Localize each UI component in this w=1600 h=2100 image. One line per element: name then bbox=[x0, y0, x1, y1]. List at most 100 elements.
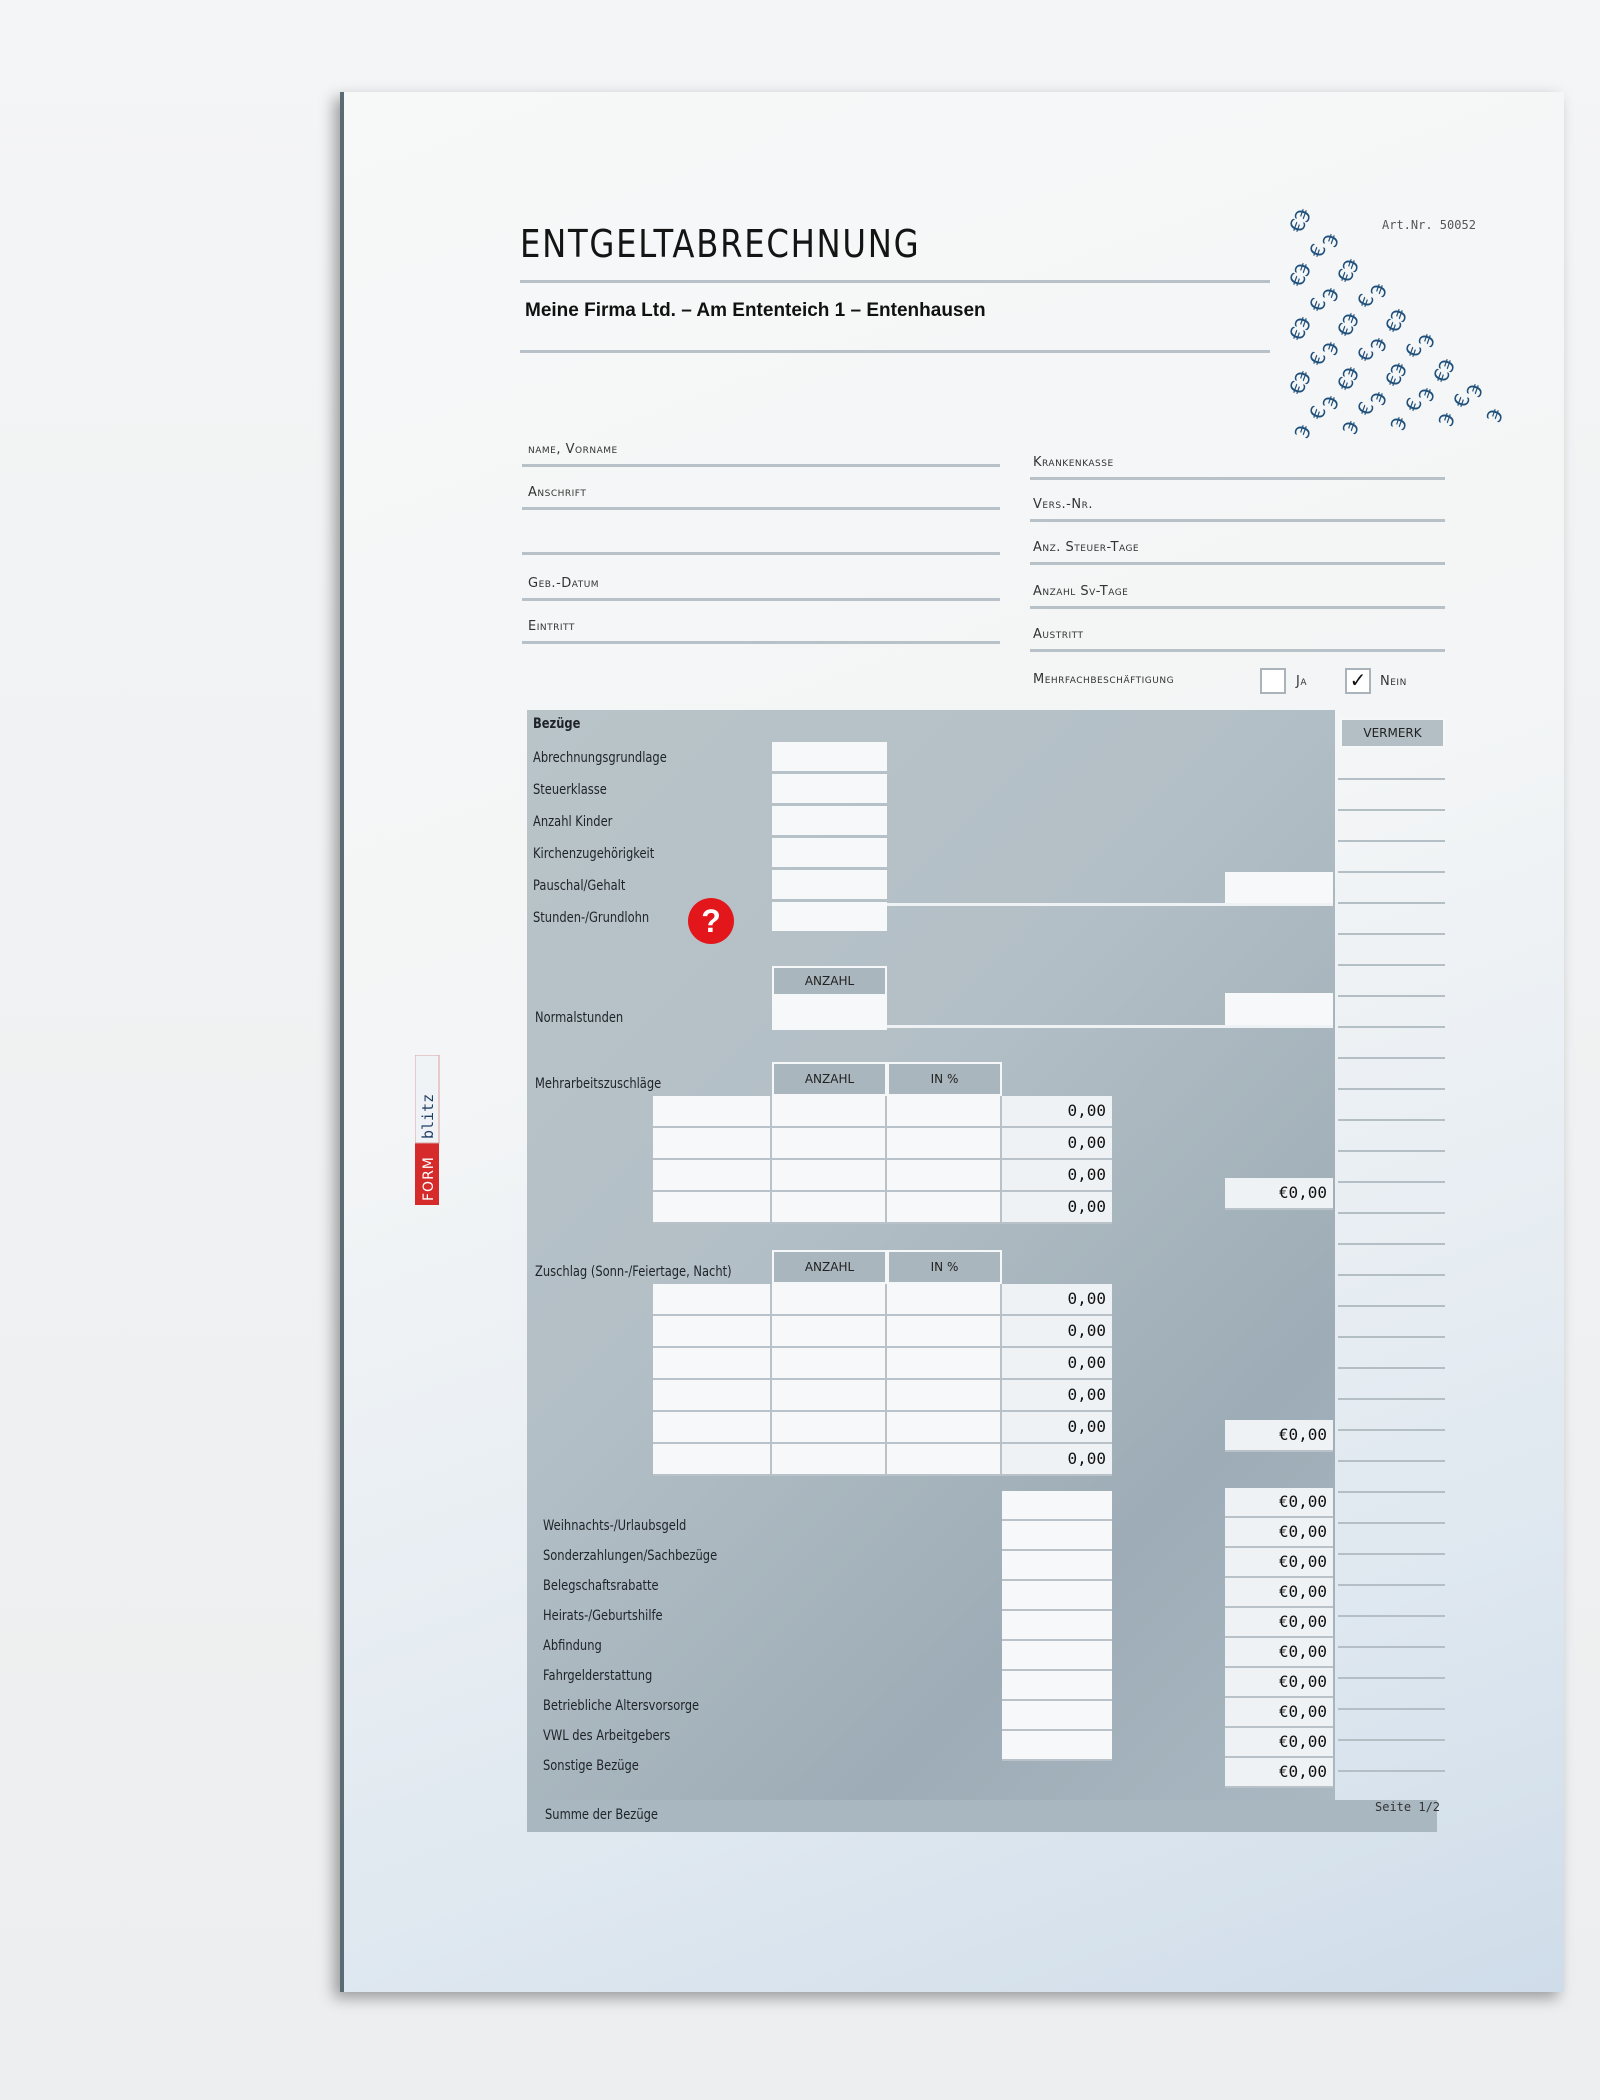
mehrarbeit-percent-input[interactable] bbox=[887, 1160, 1002, 1192]
field-input-line[interactable] bbox=[1030, 649, 1445, 652]
vermerk-row-line[interactable] bbox=[1338, 1119, 1445, 1121]
basis-input[interactable] bbox=[772, 838, 887, 867]
vermerk-row-line[interactable] bbox=[1338, 871, 1445, 873]
mehrarbeit-percent-input[interactable] bbox=[887, 1128, 1002, 1160]
vermerk-row-line[interactable] bbox=[1338, 1088, 1445, 1090]
sonstige-amount: €0,00 bbox=[1225, 1608, 1333, 1638]
nein-checkbox[interactable]: ✓ bbox=[1345, 668, 1371, 694]
vermerk-row-line[interactable] bbox=[1338, 1708, 1445, 1710]
field-input-line[interactable] bbox=[1030, 477, 1445, 480]
zuschlag-anzahl-input[interactable] bbox=[772, 1380, 887, 1412]
mehrarbeit-row-amount: 0,00 bbox=[1002, 1160, 1112, 1192]
vermerk-row-line[interactable] bbox=[1338, 1646, 1445, 1648]
basis-input[interactable] bbox=[772, 806, 887, 835]
zuschlag-percent-input[interactable] bbox=[887, 1444, 1002, 1476]
zuschlag-anzahl-input[interactable] bbox=[772, 1444, 887, 1476]
zuschlag-anzahl-input[interactable] bbox=[772, 1348, 887, 1380]
vermerk-row-line[interactable] bbox=[1338, 1429, 1445, 1431]
vermerk-row-line[interactable] bbox=[1338, 1026, 1445, 1028]
row-label: Kirchenzugehörigkeit bbox=[533, 846, 655, 862]
field-input-line[interactable] bbox=[1030, 519, 1445, 522]
ja-checkbox[interactable] bbox=[1260, 668, 1286, 694]
vermerk-row-line[interactable] bbox=[1338, 1584, 1445, 1586]
vermerk-row-line[interactable] bbox=[1338, 809, 1445, 811]
mehrarbeit-anzahl-input[interactable] bbox=[772, 1128, 887, 1160]
row-label: Steuerklasse bbox=[533, 782, 607, 798]
sonstige-input[interactable] bbox=[1002, 1701, 1112, 1731]
zuschlag-type-input[interactable] bbox=[653, 1348, 772, 1380]
mehrarbeit-anzahl-input[interactable] bbox=[772, 1096, 887, 1128]
pauschal-amount-field[interactable] bbox=[1225, 872, 1333, 903]
zuschlag-type-input[interactable] bbox=[653, 1284, 772, 1316]
divider bbox=[887, 1025, 1333, 1028]
vermerk-row-line[interactable] bbox=[1338, 1739, 1445, 1741]
normalstunden-amount-field[interactable] bbox=[1225, 993, 1333, 1025]
vermerk-row-line[interactable] bbox=[1338, 1522, 1445, 1524]
basis-input[interactable] bbox=[772, 902, 887, 931]
vermerk-row-line[interactable] bbox=[1338, 1398, 1445, 1400]
field-input-line[interactable] bbox=[1030, 562, 1445, 565]
sonstige-input[interactable] bbox=[1002, 1611, 1112, 1641]
vermerk-row-line[interactable] bbox=[1338, 1150, 1445, 1152]
mehrarbeit-anzahl-input[interactable] bbox=[772, 1192, 887, 1224]
vermerk-row-line[interactable] bbox=[1338, 1274, 1445, 1276]
mehrarbeit-percent-input[interactable] bbox=[887, 1096, 1002, 1128]
zuschlag-percent-input[interactable] bbox=[887, 1380, 1002, 1412]
vermerk-row-line[interactable] bbox=[1338, 1336, 1445, 1338]
help-question-icon[interactable]: ? bbox=[688, 898, 734, 944]
sonstige-input[interactable] bbox=[1002, 1551, 1112, 1581]
vermerk-row-line[interactable] bbox=[1338, 840, 1445, 842]
sonstige-input[interactable] bbox=[1002, 1671, 1112, 1701]
zuschlag-percent-input[interactable] bbox=[887, 1284, 1002, 1316]
basis-input[interactable] bbox=[772, 742, 887, 771]
sonstige-input[interactable] bbox=[1002, 1731, 1112, 1761]
vermerk-row-line[interactable] bbox=[1338, 1181, 1445, 1183]
vermerk-row-line[interactable] bbox=[1338, 1770, 1445, 1772]
vermerk-row-line[interactable] bbox=[1338, 1367, 1445, 1369]
zuschlag-percent-input[interactable] bbox=[887, 1412, 1002, 1444]
sonstige-input[interactable] bbox=[1002, 1491, 1112, 1521]
normalstunden-anzahl-input[interactable] bbox=[772, 996, 887, 1030]
mehrarbeit-type-input[interactable] bbox=[653, 1128, 772, 1160]
vermerk-row-line[interactable] bbox=[1338, 778, 1445, 780]
mehrarbeit-type-input[interactable] bbox=[653, 1160, 772, 1192]
zuschlag-type-input[interactable] bbox=[653, 1444, 772, 1476]
vermerk-row-line[interactable] bbox=[1338, 1460, 1445, 1462]
field-input-line[interactable] bbox=[522, 507, 1000, 510]
vermerk-row-line[interactable] bbox=[1338, 1212, 1445, 1214]
basis-input[interactable] bbox=[772, 774, 887, 803]
vermerk-row-line[interactable] bbox=[1338, 1677, 1445, 1679]
vermerk-row-line[interactable] bbox=[1338, 1243, 1445, 1245]
field-input-line[interactable] bbox=[522, 464, 1000, 467]
vermerk-row-line[interactable] bbox=[1338, 1553, 1445, 1555]
vermerk-row-line[interactable] bbox=[1338, 1305, 1445, 1307]
vermerk-row-line[interactable] bbox=[1338, 1057, 1445, 1059]
zuschlag-anzahl-input[interactable] bbox=[772, 1316, 887, 1348]
zuschlag-type-input[interactable] bbox=[653, 1412, 772, 1444]
mehrarbeit-type-input[interactable] bbox=[653, 1096, 772, 1128]
vermerk-row-line[interactable] bbox=[1338, 902, 1445, 904]
vermerk-row-line[interactable] bbox=[1338, 1615, 1445, 1617]
basis-input[interactable] bbox=[772, 870, 887, 899]
zuschlag-anzahl-input[interactable] bbox=[772, 1412, 887, 1444]
mehrarbeit-percent-input[interactable] bbox=[887, 1192, 1002, 1224]
field-input-line[interactable] bbox=[522, 552, 1000, 555]
zuschlag-type-input[interactable] bbox=[653, 1380, 772, 1412]
field-input-line[interactable] bbox=[1030, 606, 1445, 609]
vermerk-row-line[interactable] bbox=[1338, 995, 1445, 997]
mehrarbeit-type-input[interactable] bbox=[653, 1192, 772, 1224]
zuschlag-percent-input[interactable] bbox=[887, 1348, 1002, 1380]
euro-symbol: € bbox=[1481, 405, 1508, 425]
sonstige-input[interactable] bbox=[1002, 1581, 1112, 1611]
field-input-line[interactable] bbox=[522, 598, 1000, 601]
sonstige-input[interactable] bbox=[1002, 1641, 1112, 1671]
mehrarbeit-anzahl-input[interactable] bbox=[772, 1160, 887, 1192]
field-input-line[interactable] bbox=[522, 641, 1000, 644]
zuschlag-anzahl-input[interactable] bbox=[772, 1284, 887, 1316]
vermerk-row-line[interactable] bbox=[1338, 964, 1445, 966]
zuschlag-type-input[interactable] bbox=[653, 1316, 772, 1348]
vermerk-row-line[interactable] bbox=[1338, 933, 1445, 935]
zuschlag-percent-input[interactable] bbox=[887, 1316, 1002, 1348]
vermerk-row-line[interactable] bbox=[1338, 1491, 1445, 1493]
sonstige-input[interactable] bbox=[1002, 1521, 1112, 1551]
